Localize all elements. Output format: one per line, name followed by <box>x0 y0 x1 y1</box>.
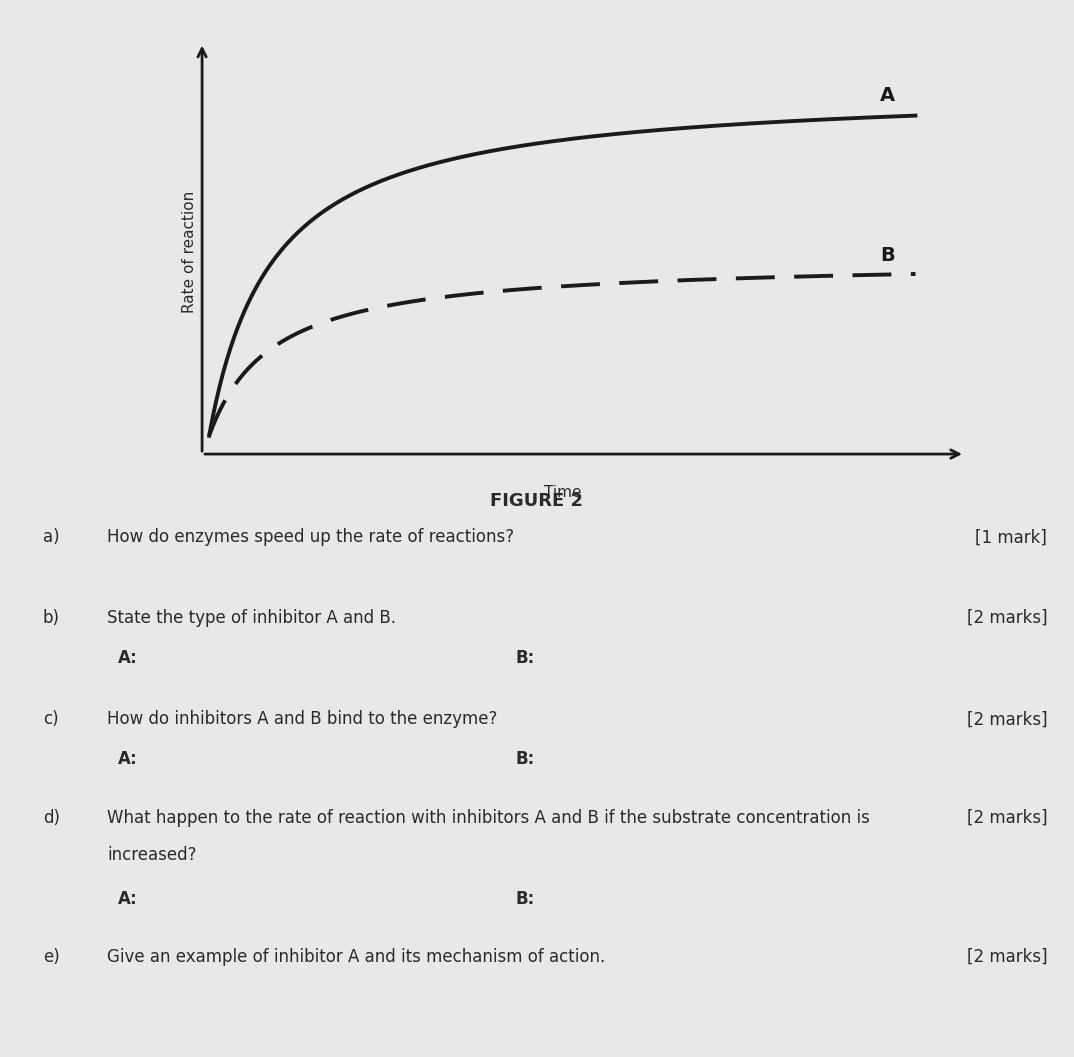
Text: A:: A: <box>118 890 137 908</box>
Text: What happen to the rate of reaction with inhibitors A and B if the substrate con: What happen to the rate of reaction with… <box>107 809 870 827</box>
Text: B:: B: <box>516 890 535 908</box>
Text: B:: B: <box>516 649 535 667</box>
Text: Rate of reaction: Rate of reaction <box>182 191 197 313</box>
Text: Time: Time <box>543 485 581 500</box>
Text: How do inhibitors A and B bind to the enzyme?: How do inhibitors A and B bind to the en… <box>107 710 497 728</box>
Text: State the type of inhibitor A and B.: State the type of inhibitor A and B. <box>107 609 396 627</box>
Text: [2 marks]: [2 marks] <box>967 609 1047 627</box>
Text: e): e) <box>43 948 60 966</box>
Text: b): b) <box>43 609 60 627</box>
Text: a): a) <box>43 528 59 546</box>
Text: A: A <box>880 86 895 105</box>
Text: B: B <box>880 246 895 265</box>
Text: [2 marks]: [2 marks] <box>967 809 1047 827</box>
Text: [1 mark]: [1 mark] <box>975 528 1047 546</box>
Text: d): d) <box>43 809 60 827</box>
Text: [2 marks]: [2 marks] <box>967 948 1047 966</box>
Text: How do enzymes speed up the rate of reactions?: How do enzymes speed up the rate of reac… <box>107 528 514 546</box>
Text: [2 marks]: [2 marks] <box>967 710 1047 728</box>
Text: FIGURE 2: FIGURE 2 <box>491 492 583 509</box>
Text: A:: A: <box>118 750 137 768</box>
Text: Give an example of inhibitor A and its mechanism of action.: Give an example of inhibitor A and its m… <box>107 948 606 966</box>
Text: B:: B: <box>516 750 535 768</box>
Text: c): c) <box>43 710 59 728</box>
Text: increased?: increased? <box>107 846 197 864</box>
Text: A:: A: <box>118 649 137 667</box>
